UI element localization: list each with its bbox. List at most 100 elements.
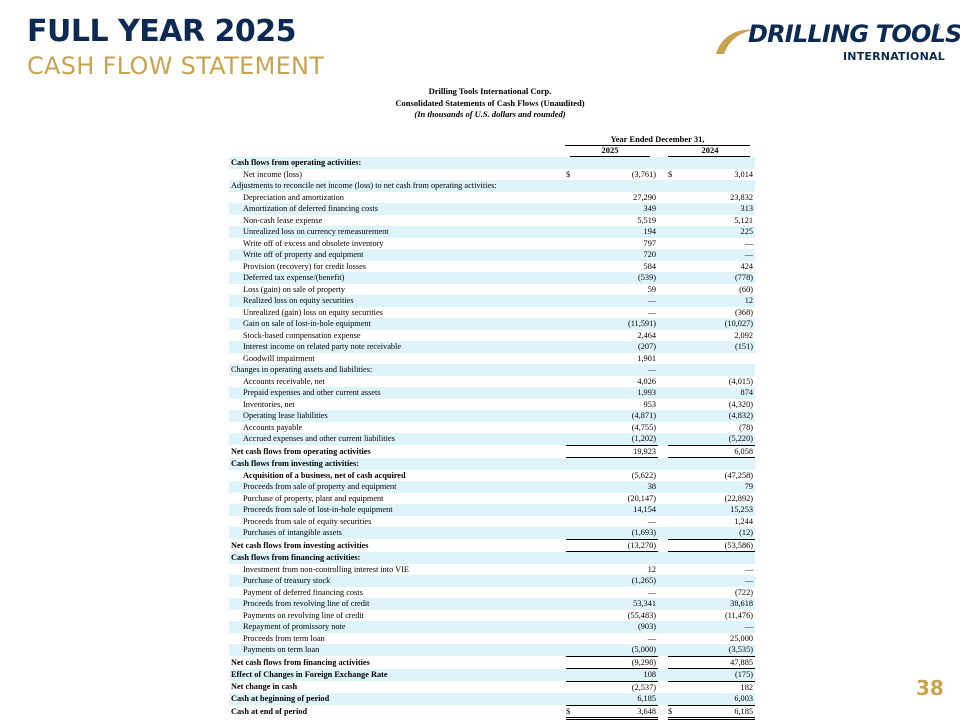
currency-2024 — [668, 318, 680, 330]
currency-2024 — [668, 681, 680, 693]
value-2025: (4,871) — [580, 410, 658, 422]
value-2024: 47,885 — [680, 656, 755, 669]
table-row: Proceeds from sale of equity securities —… — [229, 516, 755, 528]
currency-2025: $ — [566, 705, 580, 720]
currency-2025: $ — [566, 169, 571, 179]
currency-2025 — [566, 445, 580, 458]
table-row: Cash flows from operating activities: — [229, 157, 755, 169]
currency-2025 — [566, 564, 580, 576]
value-2025: 720 — [580, 249, 658, 261]
row-label: Amortization of deferred financing costs — [229, 203, 566, 215]
logo-subtitle: INTERNATIONAL — [843, 50, 945, 63]
value-2025: (539) — [580, 272, 658, 284]
currency-2025 — [566, 410, 580, 422]
currency-2024 — [668, 587, 680, 599]
value-2025: 38 — [580, 481, 658, 493]
table-row: Acquisition of a business, net of cash a… — [229, 470, 755, 482]
column-gap — [658, 203, 668, 215]
currency-2024 — [668, 539, 680, 552]
currency-2024 — [668, 364, 680, 376]
column-gap — [658, 215, 668, 227]
table-row: Unrealized (gain) loss on equity securit… — [229, 307, 755, 319]
value-2025: (1,265) — [580, 575, 658, 587]
statement-units: (In thousands of U.S. dollars and rounde… — [414, 109, 566, 119]
currency-2024 — [668, 261, 680, 273]
table-row: Payment of deferred financing costs — (722… — [229, 587, 755, 599]
table-row: Adjustments to reconcile net income (los… — [229, 180, 755, 192]
row-label: Adjustments to reconcile net income (los… — [229, 180, 566, 192]
currency-2025 — [566, 226, 580, 238]
column-gap — [658, 295, 668, 307]
value-2024: (4,015) — [728, 376, 753, 386]
column-gap — [658, 693, 668, 705]
value-2025: 5,519 — [637, 215, 656, 225]
row-label: Proceeds from revolving line of credit — [229, 598, 566, 610]
currency-2025 — [566, 470, 580, 482]
row-label: Accounts receivable, net — [243, 376, 325, 386]
value-2025: 3,648 — [580, 705, 658, 720]
value-2024: (10,027) — [680, 318, 755, 330]
value-2024: 182 — [740, 682, 753, 692]
currency-2024 — [668, 422, 680, 434]
currency-2025 — [566, 215, 580, 227]
currency-2025 — [566, 656, 580, 669]
table-row: Cash at beginning of period 6,185 6,003 — [229, 693, 755, 706]
currency-2025 — [566, 364, 580, 376]
column-gap — [658, 422, 668, 434]
currency-2025 — [566, 516, 580, 528]
currency-2024 — [668, 493, 680, 505]
value-2024: (175) — [680, 668, 755, 682]
value-2024: 23,832 — [730, 192, 753, 202]
column-gap — [658, 180, 668, 192]
logo-wordmark: DRILLING TOOLS — [748, 20, 960, 48]
currency-2024 — [668, 433, 680, 446]
currency-2024 — [668, 693, 680, 706]
column-gap — [658, 192, 668, 204]
table-row: Proceeds from term loan — 25,000 — [229, 633, 755, 645]
column-gap — [658, 157, 668, 169]
row-label: Accounts payable — [243, 422, 303, 432]
currency-2024 — [668, 445, 680, 458]
row-label: Unrealized (gain) loss on equity securit… — [243, 307, 383, 317]
value-2025: — — [580, 295, 658, 307]
value-2025: 59 — [647, 284, 656, 294]
currency-2025 — [566, 598, 580, 610]
row-label: Deferred tax expense/(benefit) — [229, 272, 566, 284]
table-row: Changes in operating assets and liabilit… — [229, 364, 755, 376]
value-2025: (1,202) — [580, 433, 658, 446]
table-row: Purchase of property, plant and equipmen… — [229, 493, 755, 505]
value-2024: (778) — [680, 272, 755, 284]
currency-2024 — [668, 295, 680, 307]
column-gap — [658, 504, 668, 516]
column-gap — [658, 564, 668, 576]
row-label: Purchases of intangible assets — [229, 527, 566, 539]
row-label: Cash flows from financing activities: — [229, 551, 566, 564]
value-2025 — [580, 180, 658, 192]
table-row: Stock-based compensation expense 2,464 2,0… — [229, 330, 755, 342]
page-number: 38 — [916, 676, 944, 700]
company-name: Drilling Tools International Corp. — [428, 86, 552, 96]
row-label: Unrealized loss on currency remeasuremen… — [229, 226, 566, 238]
row-label: Net income (loss) — [243, 169, 302, 179]
column-gap — [658, 598, 668, 610]
column-gap — [658, 516, 668, 528]
statement-header: Drilling Tools International Corp. Conso… — [230, 86, 750, 121]
page-title: FULL YEAR 2025 — [27, 14, 297, 49]
table-row: Payments on revolving line of credit (55,… — [229, 610, 755, 622]
value-2025: 584 — [643, 261, 656, 271]
table-row: Deferred tax expense/(benefit) (539) (778) — [229, 272, 755, 284]
value-2024: — — [680, 249, 755, 261]
row-label: Proceeds from term loan — [243, 633, 325, 643]
table-row: Unrealized loss on currency remeasuremen… — [229, 226, 755, 238]
currency-2024: $ — [668, 169, 673, 179]
value-2025: 6,185 — [580, 693, 658, 706]
currency-2024 — [668, 387, 680, 399]
value-2024: 3,014 — [734, 169, 753, 179]
table-row: Operating lease liabilities (4,871) (4,832… — [229, 410, 755, 422]
value-2024: (47,258) — [724, 470, 753, 480]
row-label: Inventories, net — [243, 399, 295, 409]
column-gap — [658, 226, 668, 238]
column-gap — [658, 341, 668, 353]
currency-2024 — [668, 341, 680, 353]
value-2025: 953 — [643, 399, 656, 409]
